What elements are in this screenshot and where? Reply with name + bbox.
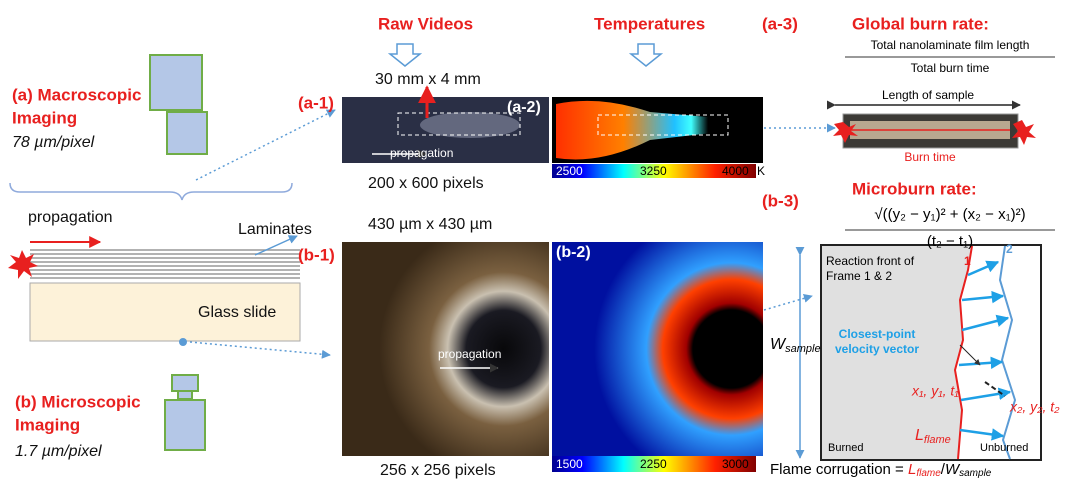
diagram: Raw Videos Temperatures (a) Macroscopic …	[0, 0, 1069, 479]
heading: Temperatures	[594, 14, 705, 33]
formula-numerator: √((y₂ − y₁)² + (x₂ − x₁)²)	[874, 206, 1025, 223]
colorbar-unit: K	[757, 164, 765, 178]
propagation-label: propagation	[390, 146, 453, 160]
propagation-label: propagation	[438, 347, 501, 361]
c-w-sub: sample	[959, 468, 992, 479]
panel-label: (a-1)	[298, 93, 334, 112]
glass-label: Glass slide	[198, 304, 276, 321]
front-label: Frame 1 & 2	[826, 269, 892, 283]
corrugation: Flame corrugation = Lflame/Wsample	[770, 461, 992, 479]
burn-time-label: Burn time	[904, 150, 956, 164]
micro-resolution: 1.7 µm/pixel	[15, 443, 102, 460]
panel-label: (a-3)	[762, 14, 798, 33]
macro-resolution: 78 µm/pixel	[12, 134, 95, 151]
length-label: Length of sample	[882, 88, 974, 102]
micro-label: Imaging	[15, 415, 80, 434]
frame-label: 1	[964, 254, 971, 268]
panel-label: (b-3)	[762, 191, 799, 210]
colorbar-tick: 3000	[722, 457, 749, 471]
point-label: x₂, y₂, t₂	[1009, 399, 1060, 415]
frame-label: 2	[1006, 242, 1013, 256]
width-label: Wsample	[770, 336, 821, 355]
pixel-label: 256 x 256 pixels	[380, 462, 496, 479]
micro-label: (b) Microscopic	[15, 392, 141, 411]
c-l: L	[908, 461, 916, 478]
corrugation-label: Flame corrugation =	[770, 461, 908, 478]
w-sub: sample	[785, 343, 820, 355]
macro-label: Imaging	[12, 108, 77, 127]
panel-label: (b-2)	[556, 244, 591, 261]
pixel-label: 200 x 600 pixels	[368, 175, 484, 192]
macro-label: (a) Macroscopic	[12, 85, 141, 104]
colorbar-tick: 1500	[556, 457, 583, 471]
point-label: x₁, y₁, t₁	[911, 383, 959, 399]
formula-denominator: Total burn time	[911, 61, 990, 75]
colorbar-tick: 2500	[556, 164, 583, 178]
colorbar-tick: 3250	[640, 164, 667, 178]
figure: Raw Videos Temperatures (a) Macroscopic …	[0, 0, 1069, 479]
unburned-label: Unburned	[980, 442, 1028, 454]
front-label: Reaction front of	[826, 254, 915, 268]
burned-label: Burned	[828, 442, 863, 454]
vector-label: Closest-point	[839, 327, 916, 341]
size-label: 30 mm x 4 mm	[375, 71, 481, 88]
rate-title: Global burn rate:	[852, 14, 989, 33]
size-label: 430 µm x 430 µm	[368, 216, 492, 233]
heading: Raw Videos	[378, 14, 473, 33]
colorbar-tick: 2250	[640, 457, 667, 471]
panel-label: (b-1)	[298, 245, 335, 264]
vector-label: velocity vector	[835, 342, 919, 356]
panel-label: (a-2)	[507, 99, 541, 116]
propagation-label: propagation	[28, 209, 113, 226]
laminates-label: Laminates	[238, 221, 312, 238]
l: L	[915, 427, 924, 444]
l-sub: flame	[924, 434, 951, 446]
formula-numerator: Total nanolaminate film length	[871, 38, 1030, 52]
colorbar-tick: 4000	[722, 164, 749, 178]
rate-title: Microburn rate:	[852, 179, 977, 198]
formula-denominator: (t₂ − t₁)	[927, 233, 973, 250]
c-l-sub: flame	[916, 468, 941, 479]
